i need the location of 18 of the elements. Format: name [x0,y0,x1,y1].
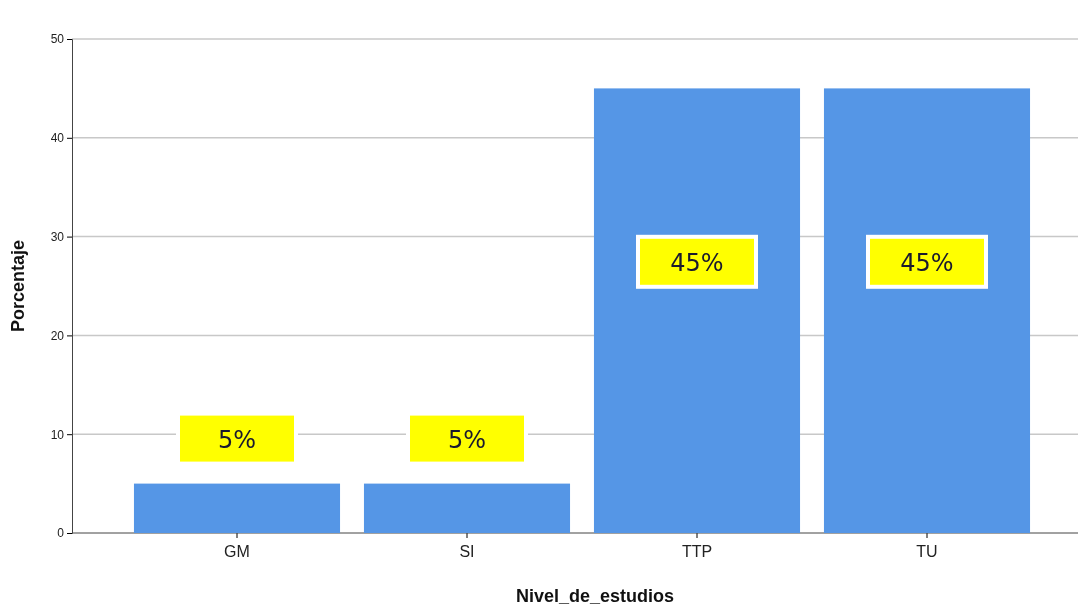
y-tick-label: 10 [50,427,65,442]
x-tick-label: TTP [681,543,713,560]
y-tick-label: 20 [50,328,65,343]
callout-box: 45% [866,234,988,289]
x-tick-label: GM [224,543,250,560]
y-tick-label: 50 [50,32,65,47]
y-tick-label: 0 [57,526,65,541]
y-tick-label: 40 [50,131,65,146]
callout-box: 45% [636,234,758,289]
data-label: 45% [670,248,724,277]
x-tick-label: SI [459,543,475,560]
data-label: 45% [900,248,954,277]
data-label: 5% [217,425,257,454]
x-tick-label: TU [916,543,938,560]
x-axis-title: Nivel_de_estudios [515,586,675,606]
data-label: 5% [447,425,487,454]
y-axis-title: Porcentaje [8,239,28,333]
y-tick-label: 30 [50,229,65,244]
